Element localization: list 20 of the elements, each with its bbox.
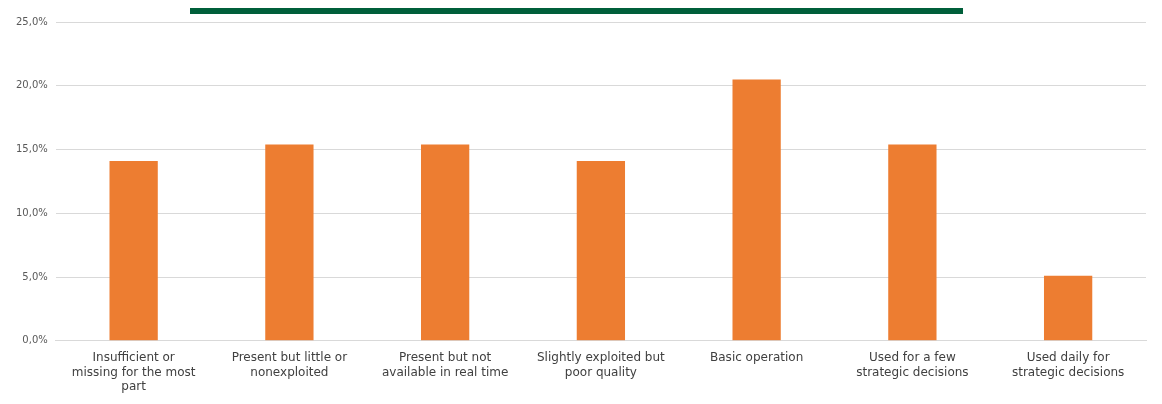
y-tick-label: 5,0% <box>22 270 48 282</box>
bar <box>1043 275 1093 341</box>
bar <box>888 144 937 341</box>
y-tick-label: 10,0% <box>15 206 48 218</box>
bar <box>576 161 626 341</box>
x-tick-label: Used daily for strategic decisions <box>1011 350 1125 379</box>
bar <box>265 144 314 341</box>
x-tick-label: Slightly exploited but poor quality <box>536 350 666 379</box>
y-tick-label: 15,0% <box>15 143 48 155</box>
x-tick-label: Used for a few strategic decisions <box>856 350 969 379</box>
x-tick-label: Present but not available in real time <box>381 350 509 379</box>
y-tick-label: 0,0% <box>22 334 48 346</box>
bar <box>421 144 470 341</box>
y-tick-label: 25,0% <box>15 15 48 27</box>
x-tick-label: Present but little or nonexploited <box>231 350 348 379</box>
bar <box>732 79 781 341</box>
bar <box>109 161 158 341</box>
x-tick-label: Basic operation <box>710 350 804 365</box>
x-tick-label: Insufficient or missing for the most part <box>71 350 196 393</box>
y-tick-label: 20,0% <box>15 79 48 91</box>
